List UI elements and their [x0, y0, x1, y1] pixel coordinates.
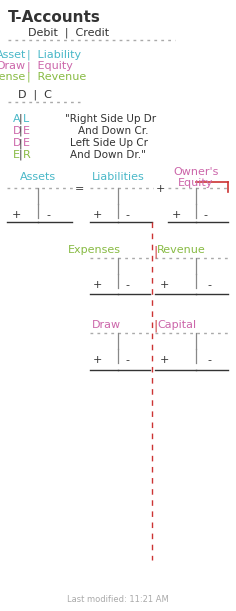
Text: |: |	[19, 126, 23, 136]
Text: Revenue: Revenue	[34, 72, 86, 82]
Text: |: |	[27, 50, 31, 60]
Text: E: E	[23, 138, 30, 148]
Text: A: A	[13, 114, 21, 124]
Text: -: -	[207, 280, 211, 290]
Text: Draw: Draw	[0, 61, 26, 71]
Text: +: +	[172, 210, 181, 220]
Text: Capital: Capital	[157, 320, 196, 330]
Text: L: L	[23, 114, 29, 124]
Text: |: |	[19, 150, 23, 161]
Text: Draw: Draw	[92, 320, 121, 330]
Text: D: D	[13, 138, 21, 148]
Text: +: +	[160, 280, 169, 290]
Text: E: E	[23, 126, 30, 136]
Text: Expenses: Expenses	[68, 245, 121, 255]
Text: Liability: Liability	[34, 50, 81, 60]
Text: Debit  |  Credit: Debit | Credit	[28, 28, 109, 38]
Text: T-Accounts: T-Accounts	[8, 10, 101, 25]
Text: +: +	[93, 280, 102, 290]
Text: Assets: Assets	[20, 172, 56, 182]
Text: +: +	[93, 355, 102, 365]
Text: Left Side Up Cr: Left Side Up Cr	[70, 138, 148, 148]
Text: And Down Cr.: And Down Cr.	[78, 126, 148, 136]
Text: +: +	[160, 355, 169, 365]
Text: Equity: Equity	[34, 61, 73, 71]
Text: D: D	[13, 126, 21, 136]
Text: +: +	[155, 184, 165, 194]
Text: |: |	[153, 320, 157, 333]
Text: E: E	[13, 150, 20, 160]
Text: +: +	[12, 210, 21, 220]
Text: |: |	[27, 61, 31, 71]
Text: |: |	[27, 72, 31, 82]
Text: R: R	[23, 150, 31, 160]
Text: |: |	[19, 114, 23, 125]
Text: -: -	[207, 355, 211, 365]
Text: Liabilities: Liabilities	[92, 172, 144, 182]
Text: -: -	[46, 210, 50, 220]
Text: "Right Side Up Dr: "Right Side Up Dr	[65, 114, 156, 124]
Text: -: -	[203, 210, 207, 220]
Text: =: =	[75, 184, 85, 194]
Text: |: |	[153, 245, 157, 258]
Text: -: -	[125, 355, 129, 365]
Text: -: -	[125, 210, 129, 220]
Text: Expense: Expense	[0, 72, 26, 82]
Text: +: +	[93, 210, 102, 220]
Text: Equity: Equity	[178, 178, 214, 188]
Text: And Down Dr.": And Down Dr."	[70, 150, 146, 160]
Text: Revenue: Revenue	[157, 245, 206, 255]
Text: D  |  C: D | C	[18, 90, 52, 100]
Text: Last modified: 11:21 AM: Last modified: 11:21 AM	[67, 595, 169, 604]
Text: Asset: Asset	[0, 50, 26, 60]
Text: |: |	[19, 138, 23, 148]
Text: Owner's: Owner's	[173, 167, 219, 177]
Text: -: -	[125, 280, 129, 290]
